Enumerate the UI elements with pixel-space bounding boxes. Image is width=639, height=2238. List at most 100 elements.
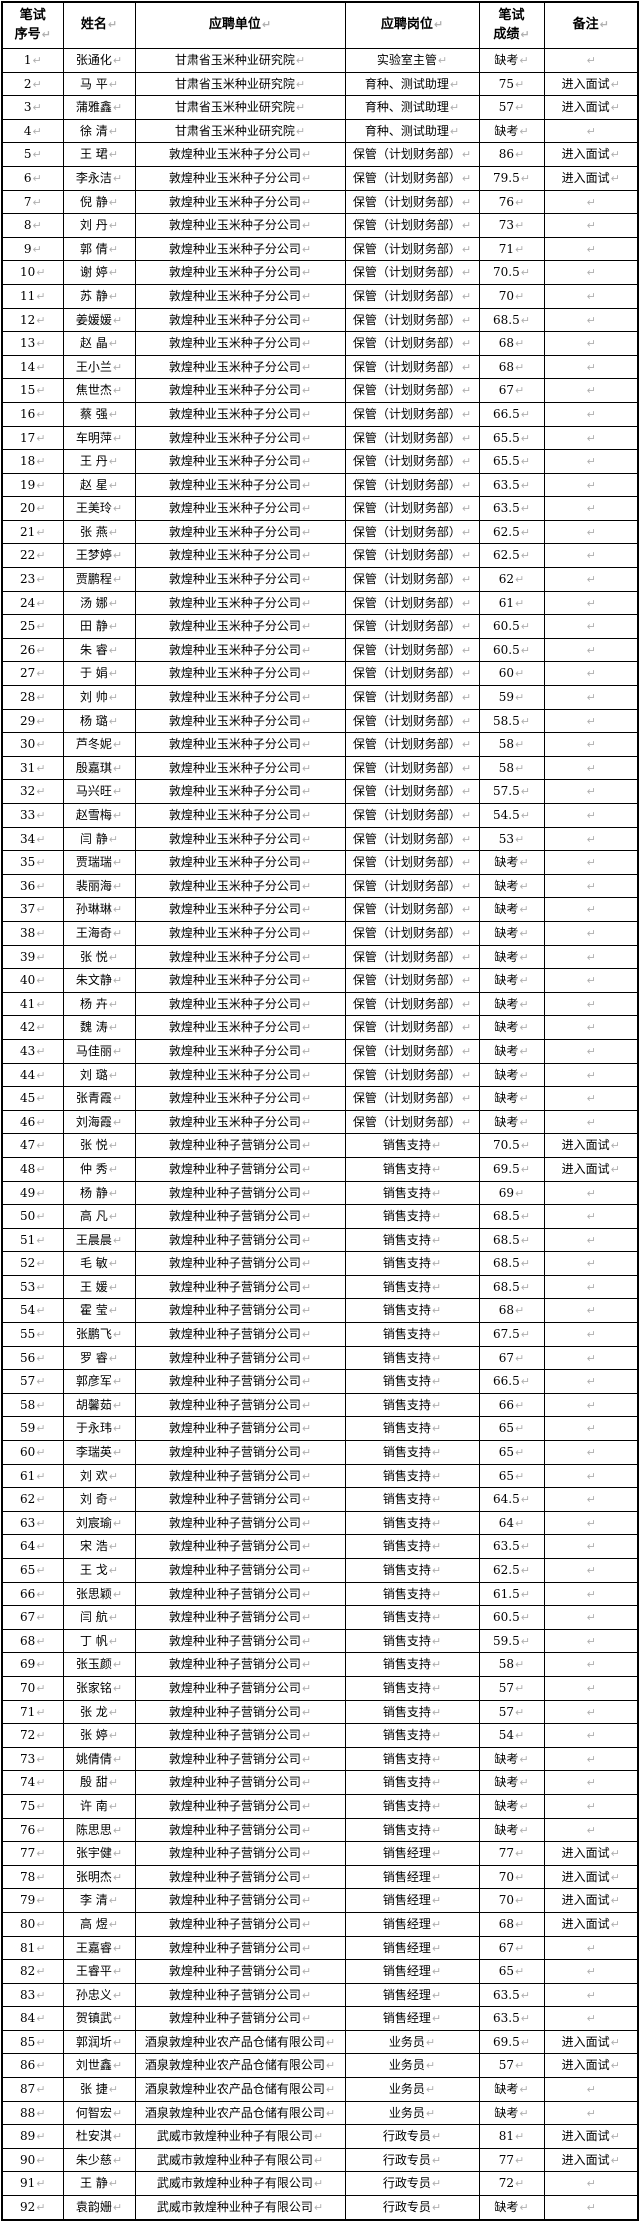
- table-row: 69↵ 张玉颜↵ 敦煌种业种子营销分公司↵ 销售支持↵ 58↵ ↵: [1, 1652, 639, 1677]
- paragraph-mark-icon: ↵: [586, 1446, 596, 1460]
- cell-unit: 武威市敦煌种业种子有限公司↵: [134, 2195, 346, 2221]
- paragraph-mark-icon: ↵: [515, 761, 525, 775]
- cell-text: 41: [20, 996, 36, 1011]
- cell-text: 敦煌种业种子营销分公司: [168, 1185, 301, 1200]
- cell-remark: 进入面试↵: [543, 2029, 639, 2055]
- cell-text: 芦冬妮: [75, 737, 112, 752]
- table-row: 14↵ 王小兰↵ 敦煌种业玉米种子分公司↵ 保管（计划财务部）↵ 68↵ ↵: [1, 354, 639, 380]
- paragraph-mark-icon: ↵: [431, 1870, 442, 1884]
- header-label: 笔试 成绩: [493, 7, 525, 42]
- paragraph-mark-icon: ↵: [108, 525, 119, 539]
- paragraph-mark-icon: ↵: [586, 1092, 596, 1106]
- paragraph-mark-icon: ↵: [586, 1681, 596, 1695]
- cell-remark: 进入面试↵: [543, 1156, 639, 1182]
- cell-name: 张明杰↵: [62, 1864, 136, 1890]
- table-row: 9↵ 郭 倩↵ 敦煌种业玉米种子分公司↵ 保管（计划财务部）↵ 71↵ ↵: [1, 236, 639, 262]
- cell-unit: 敦煌种业玉米种子分公司↵: [134, 283, 346, 309]
- cell-exam-number: 31↵: [1, 755, 64, 781]
- cell-text: 68.5: [493, 1256, 520, 1271]
- paragraph-mark-icon: ↵: [36, 2153, 46, 2167]
- cell-text: 11: [20, 288, 36, 303]
- cell-text: 敦煌种业玉米种子分公司: [168, 194, 301, 209]
- cell-text: 郭彦军: [75, 1374, 112, 1389]
- cell-text: 保管（计划财务部）: [352, 501, 461, 516]
- cell-position: 业务员↵: [344, 2100, 480, 2126]
- cell-text: 业务员: [388, 2082, 425, 2097]
- cell-text: 敦煌种业玉米种子分公司: [168, 477, 301, 492]
- paragraph-mark-icon: ↵: [586, 596, 596, 610]
- cell-text: 敦煌种业种子营销分公司: [168, 1657, 301, 1672]
- cell-text: 王 静: [79, 2176, 108, 2191]
- paragraph-mark-icon: ↵: [586, 1729, 596, 1743]
- cell-remark: ↵: [543, 1699, 639, 1725]
- cell-exam-number: 7↵: [1, 189, 64, 215]
- cell-position: 行政专员↵: [344, 2195, 480, 2221]
- cell-unit: 敦煌种业种子营销分公司↵: [134, 1133, 346, 1158]
- cell-text: 贾鹏程: [75, 572, 112, 587]
- cell-score: 62.5↵: [478, 1558, 545, 1583]
- table-row: 47↵ 张 悦↵ 敦煌种业种子营销分公司↵ 销售支持↵ 70.5↵ 进入面试↵: [1, 1133, 639, 1158]
- paragraph-mark-icon: ↵: [301, 384, 312, 398]
- cell-text: 保管（计划财务部）: [352, 147, 461, 162]
- cell-text: 14: [20, 359, 36, 374]
- cell-text: 47: [20, 1138, 36, 1153]
- cell-text: 保管（计划财务部）: [352, 524, 461, 539]
- paragraph-mark-icon: ↵: [36, 809, 46, 822]
- cell-text: 70: [498, 288, 515, 303]
- cell-text: 29: [20, 713, 36, 728]
- paragraph-mark-icon: ↵: [301, 1257, 312, 1271]
- cell-position: 保管（计划财务部）↵: [344, 991, 480, 1017]
- paragraph-mark-icon: ↵: [36, 1729, 46, 1743]
- cell-text: 21: [20, 524, 36, 539]
- cell-position: 育种、测试助理↵: [344, 118, 480, 144]
- paragraph-mark-icon: ↵: [301, 1304, 312, 1318]
- cell-text: 敦煌种业种子营销分公司: [168, 1775, 301, 1790]
- cell-text: 87: [20, 2082, 36, 2097]
- cell-text: 26: [20, 642, 36, 657]
- paragraph-mark-icon: ↵: [301, 1611, 312, 1625]
- cell-text: 49: [20, 1185, 36, 1200]
- paragraph-mark-icon: ↵: [431, 1823, 442, 1837]
- cell-name: 贺镇武↵: [62, 2006, 136, 2031]
- table-row: 16↵ 蔡 强↵ 敦煌种业玉米种子分公司↵ 保管（计划财务部）↵ 66.5↵ ↵: [1, 401, 639, 427]
- cell-text: 敦煌种业种子营销分公司: [168, 1256, 301, 1271]
- cell-text: 3: [23, 100, 32, 115]
- cell-text: 保管（计划财务部）: [352, 713, 461, 728]
- table-row: 72↵ 张 婷↵ 敦煌种业种子营销分公司↵ 销售支持↵ 54↵ ↵: [1, 1723, 639, 1748]
- cell-unit: 敦煌种业玉米种子分公司↵: [134, 260, 346, 285]
- cell-exam-number: 53↵: [1, 1274, 64, 1300]
- cell-text: 70.5: [493, 265, 520, 280]
- cell-text: 缺考: [494, 53, 519, 67]
- table-row: 38↵ 王海奇↵ 敦煌种业玉米种子分公司↵ 保管（计划财务部）↵ 缺考↵ ↵: [1, 920, 639, 946]
- cell-name: 朱文静↵: [62, 968, 136, 993]
- cell-text: 敦煌种业玉米种子分公司: [168, 973, 301, 988]
- paragraph-mark-icon: ↵: [325, 2035, 336, 2049]
- cell-name: 姚倩倩↵: [62, 1746, 136, 1772]
- cell-unit: 敦煌种业种子营销分公司↵: [134, 1440, 346, 1465]
- cell-name: 魏 涛↵: [62, 1015, 136, 1040]
- paragraph-mark-icon: ↵: [586, 2201, 596, 2215]
- paragraph-mark-icon: ↵: [108, 1162, 119, 1176]
- cell-text: 进入面试: [561, 170, 610, 185]
- cell-text: 保管（计划财务部）: [352, 406, 461, 421]
- cell-unit: 敦煌种业种子营销分公司↵: [134, 1675, 346, 1701]
- paragraph-mark-icon: ↵: [586, 1044, 596, 1058]
- table-row: 18↵ 王 丹↵ 敦煌种业玉米种子分公司↵ 保管（计划财务部）↵ 65.5↵ ↵: [1, 449, 639, 474]
- cell-text: 刘宸瑜: [75, 1515, 112, 1530]
- cell-unit: 敦煌种业种子营销分公司↵: [134, 1274, 346, 1300]
- cell-name: 高 煜↵: [62, 1911, 136, 1937]
- cell-text: 销售经理: [382, 1916, 431, 1931]
- cell-position: 销售支持↵: [344, 1133, 480, 1158]
- cell-unit: 敦煌种业种子营销分公司↵: [134, 1156, 346, 1182]
- paragraph-mark-icon: ↵: [36, 1493, 46, 1507]
- cell-text: 63: [20, 1515, 36, 1530]
- table-row: 22↵ 王梦婷↵ 敦煌种业玉米种子分公司↵ 保管（计划财务部）↵ 62.5↵ ↵: [1, 543, 639, 569]
- cell-text: 张思颖: [75, 1586, 112, 1601]
- cell-text: 保管（计划财务部）: [352, 1114, 461, 1129]
- cell-text: 缺考: [494, 949, 519, 964]
- cell-remark: ↵: [543, 378, 639, 403]
- paragraph-mark-icon: ↵: [112, 171, 123, 185]
- paragraph-mark-icon: ↵: [610, 1847, 620, 1861]
- cell-text: 敦煌种业种子营销分公司: [168, 1680, 301, 1695]
- table-row: 17↵ 车明萍↵ 敦煌种业玉米种子分公司↵ 保管（计划财务部）↵ 65.5↵ ↵: [1, 425, 639, 451]
